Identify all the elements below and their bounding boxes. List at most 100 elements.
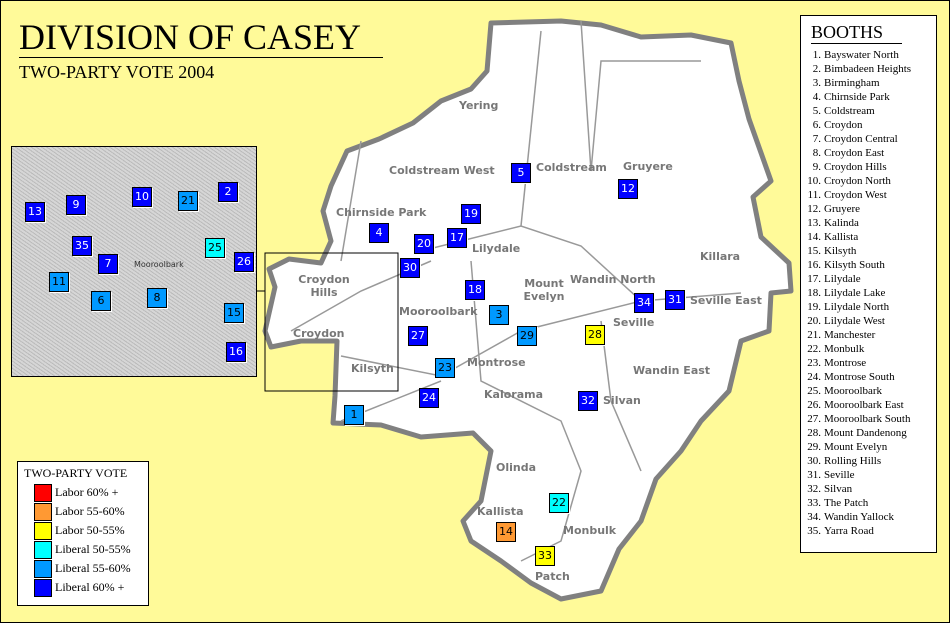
booth-marker[interactable]: 16 — [226, 342, 246, 362]
place-label: Seville — [613, 316, 655, 329]
booth-marker[interactable]: 5 — [511, 163, 531, 183]
booth-marker[interactable]: 31 — [665, 290, 685, 310]
booth-marker[interactable]: 7 — [98, 254, 118, 274]
booth-list-item: 10. Croydon North — [801, 174, 936, 188]
booth-list-item: 33. The Patch — [801, 496, 936, 510]
booth-marker[interactable]: 30 — [400, 258, 420, 278]
booth-name: Kalinda — [824, 217, 859, 229]
booth-number: 19. — [807, 301, 821, 313]
booth-marker[interactable]: 14 — [496, 522, 516, 542]
booth-marker[interactable]: 27 — [408, 326, 428, 346]
booths-title: BOOTHS — [811, 22, 902, 44]
booth-marker[interactable]: 22 — [549, 493, 569, 513]
booth-number: 15. — [807, 245, 821, 257]
booth-marker[interactable]: 26 — [234, 252, 254, 272]
booth-marker[interactable]: 3 — [489, 305, 509, 325]
booth-marker[interactable]: 4 — [369, 223, 389, 243]
place-label: Mount Evelyn — [523, 277, 565, 303]
booth-number: 11. — [807, 189, 821, 201]
place-label: Wandin East — [633, 364, 711, 377]
place-label: Croydon — [293, 327, 345, 340]
booth-marker[interactable]: 21 — [178, 191, 198, 211]
booth-name: Bayswater North — [824, 49, 899, 61]
booth-marker[interactable]: 9 — [66, 195, 86, 215]
booth-name: Montrose — [824, 357, 867, 369]
booth-marker[interactable]: 28 — [585, 325, 605, 345]
booth-name: Bimbadeen Heights — [824, 63, 912, 75]
booth-list-item: 29. Mount Evelyn — [801, 440, 936, 454]
booth-number: 13. — [807, 217, 821, 229]
legend-label: Labor 60% + — [55, 485, 119, 499]
booth-marker[interactable]: 19 — [461, 204, 481, 224]
booth-marker[interactable]: 34 — [634, 293, 654, 313]
booth-number: 18. — [807, 287, 821, 299]
booth-number: 2. — [812, 63, 821, 75]
booth-name: Mooroolbark — [824, 385, 883, 397]
booth-list-item: 7. Croydon Central — [801, 132, 936, 146]
legend-swatch — [34, 578, 52, 597]
booth-marker[interactable]: 18 — [465, 280, 485, 300]
booth-marker[interactable]: 35 — [72, 236, 92, 256]
booth-list-item: 16. Kilsyth South — [801, 258, 936, 272]
booth-marker[interactable]: 15 — [224, 303, 244, 323]
booth-name: Manchester — [824, 329, 876, 341]
booth-name: Birmingham — [824, 77, 880, 89]
booth-marker[interactable]: 11 — [49, 272, 69, 292]
place-label: Coldstream West — [389, 164, 495, 177]
place-label: Kilsyth — [351, 362, 394, 375]
booth-list-item: 5. Coldstream — [801, 104, 936, 118]
booth-name: Rolling Hills — [824, 455, 882, 467]
booth-marker[interactable]: 13 — [25, 202, 45, 222]
booth-list-item: 3. Birmingham — [801, 76, 936, 90]
booth-list-item: 11. Croydon West — [801, 188, 936, 202]
booth-marker[interactable]: 33 — [535, 546, 555, 566]
booth-marker[interactable]: 10 — [132, 187, 152, 207]
booth-name: Croydon Hills — [824, 161, 887, 173]
booth-number: 23. — [807, 357, 821, 369]
booth-number: 33. — [807, 497, 821, 509]
booth-number: 7. — [812, 133, 821, 145]
booth-marker[interactable]: 32 — [578, 391, 598, 411]
booth-name: Mount Dandenong — [824, 427, 907, 439]
booth-number: 35. — [807, 525, 821, 537]
booth-list-item: 1. Bayswater North — [801, 48, 936, 62]
booth-number: 6. — [812, 119, 821, 131]
booth-marker[interactable]: 2 — [218, 182, 238, 202]
booth-marker[interactable]: 17 — [447, 228, 467, 248]
booth-number: 28. — [807, 427, 821, 439]
booth-marker[interactable]: 12 — [618, 179, 638, 199]
booth-marker[interactable]: 23 — [435, 358, 455, 378]
booth-number: 3. — [812, 77, 821, 89]
booth-name: Monbulk — [824, 343, 865, 355]
booth-list-item: 20. Lilydale West — [801, 314, 936, 328]
booth-list-item: 28. Mount Dandenong — [801, 426, 936, 440]
booth-name: Mount Evelyn — [824, 441, 888, 453]
booth-name: Lilydale Lake — [824, 287, 886, 299]
place-label: Wandin North — [570, 273, 656, 286]
booth-marker[interactable]: 24 — [419, 388, 439, 408]
legend-item: Labor 60% + — [34, 483, 148, 502]
booth-list-item: 34. Wandin Yallock — [801, 510, 936, 524]
booth-list-item: 22. Monbulk — [801, 342, 936, 356]
booth-marker[interactable]: 1 — [344, 405, 364, 425]
booth-list-item: 17. Lilydale — [801, 272, 936, 286]
legend-swatch — [34, 502, 52, 521]
legend-swatch — [34, 559, 52, 578]
booth-name: Kilsyth South — [824, 259, 885, 271]
booth-marker[interactable]: 20 — [414, 234, 434, 254]
booth-number: 4. — [812, 91, 821, 103]
booth-name: Wandin Yallock — [824, 511, 895, 523]
booth-marker[interactable]: 29 — [517, 326, 537, 346]
booth-marker[interactable]: 25 — [205, 238, 225, 258]
booth-list-item: 12. Gruyere — [801, 202, 936, 216]
booth-list-item: 26. Mooroolbark East — [801, 398, 936, 412]
booth-number: 12. — [807, 203, 821, 215]
booth-number: 20. — [807, 315, 821, 327]
booth-list-item: 6. Croydon — [801, 118, 936, 132]
booth-marker[interactable]: 6 — [91, 291, 111, 311]
booth-list-item: 19. Lilydale North — [801, 300, 936, 314]
booth-marker[interactable]: 8 — [147, 288, 167, 308]
legend: TWO-PARTY VOTE Labor 60% + Labor 55-60% La… — [17, 461, 149, 606]
